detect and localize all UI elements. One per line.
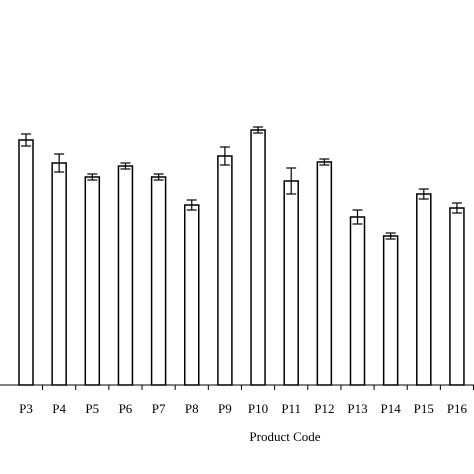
bar: [150, 176, 167, 386]
bar: [449, 207, 465, 386]
x-tick-label: P7: [152, 401, 166, 416]
error-bar: [319, 158, 330, 166]
error-bar: [186, 199, 197, 211]
x-tick-label: P15: [414, 401, 434, 416]
x-tick-label: P16: [447, 401, 468, 416]
x-tick-label: P12: [314, 401, 334, 416]
x-tick-label: P14: [381, 401, 402, 416]
error-bar: [385, 232, 396, 240]
error-bar: [54, 153, 65, 173]
bar: [84, 176, 101, 386]
error-bar: [451, 202, 462, 214]
bar: [184, 204, 200, 386]
x-axis-label: Product Code: [249, 429, 320, 444]
x-tick-label: P11: [281, 401, 301, 416]
x-tick-label: P4: [52, 401, 66, 416]
error-bar: [87, 173, 98, 181]
error-bar: [21, 133, 31, 147]
error-bar: [286, 167, 297, 195]
bar: [217, 155, 233, 386]
bar: [382, 235, 399, 386]
error-bar: [219, 146, 230, 166]
error-bar: [120, 162, 131, 170]
bar: [117, 165, 134, 386]
x-tick-label: P5: [85, 401, 99, 416]
bar: [18, 139, 34, 386]
error-bar: [418, 188, 429, 200]
bar: [416, 193, 432, 386]
bar: [349, 216, 366, 386]
x-tick-label: P8: [185, 401, 199, 416]
error-bar: [153, 173, 164, 181]
x-tick-label: P3: [19, 401, 33, 416]
x-tick-label: P9: [218, 401, 232, 416]
x-tick-label: P10: [248, 401, 268, 416]
x-tick-label: P6: [119, 401, 133, 416]
bar: [250, 129, 266, 386]
error-bar: [253, 126, 264, 134]
bar: [51, 162, 67, 386]
bar: [283, 180, 299, 386]
bar: [316, 161, 333, 386]
error-bar: [352, 209, 363, 225]
x-tick-label: P13: [347, 401, 367, 416]
